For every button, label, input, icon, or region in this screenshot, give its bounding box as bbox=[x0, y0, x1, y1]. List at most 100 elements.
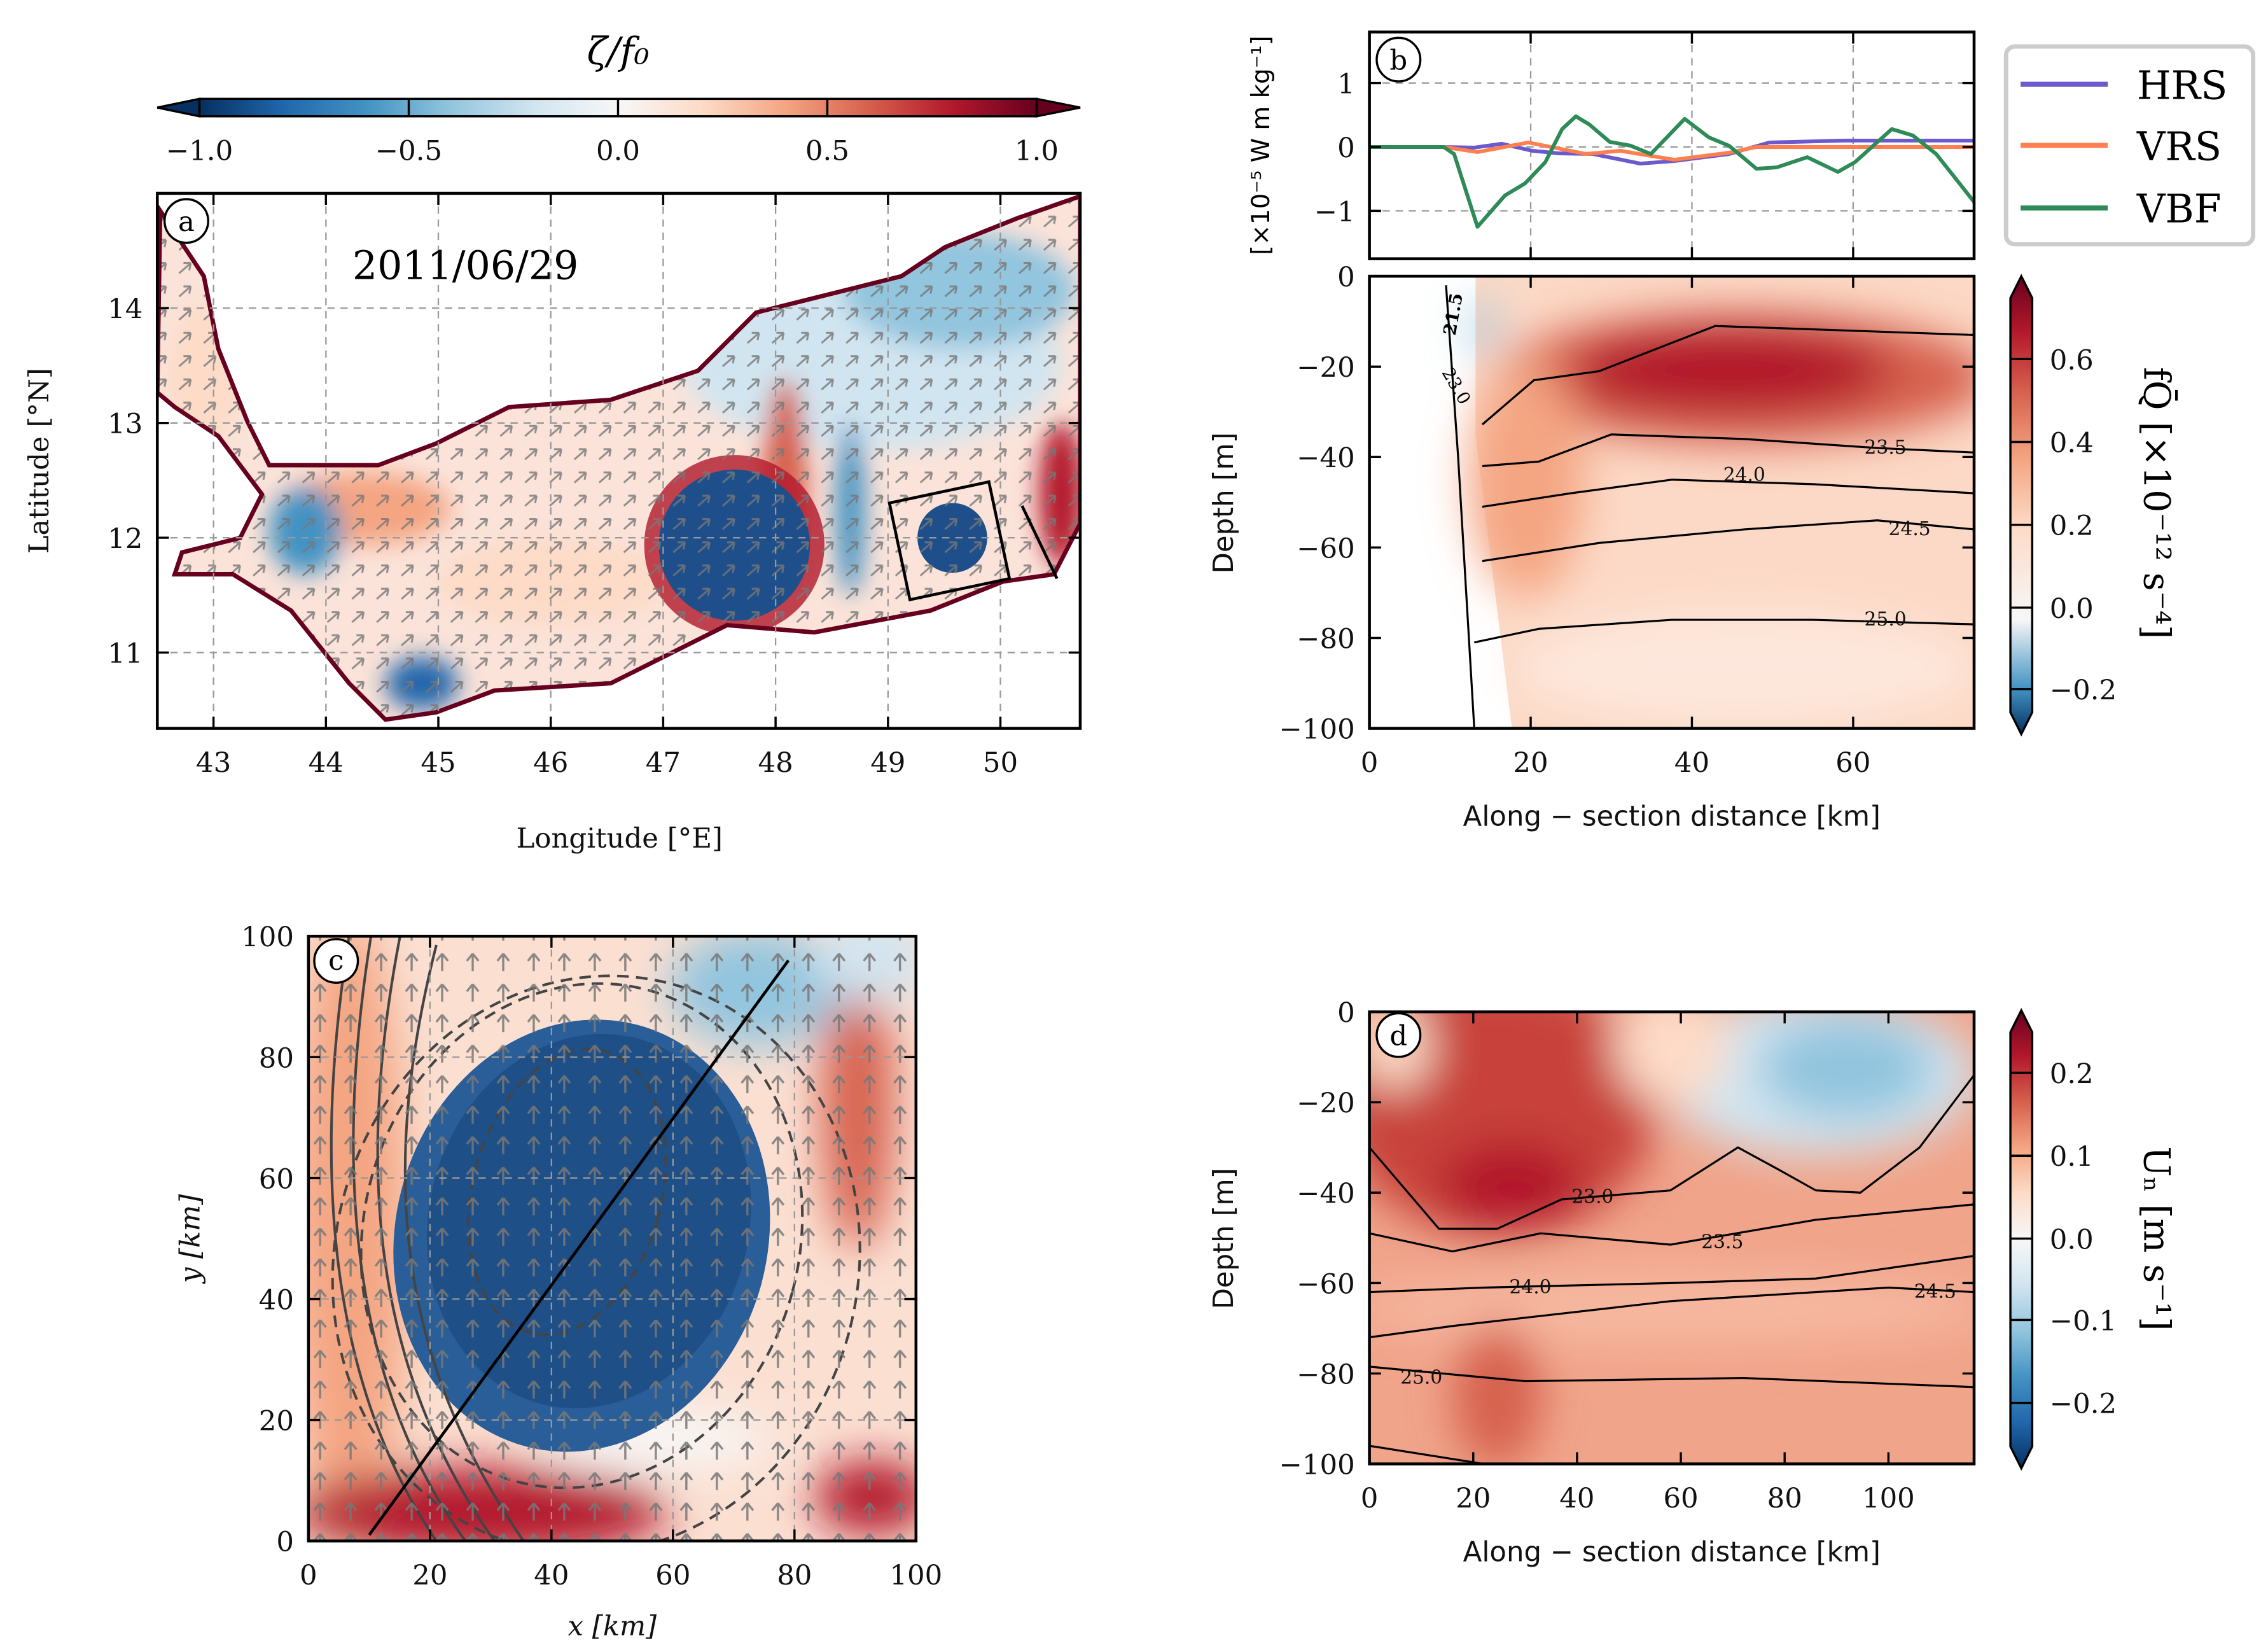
c-ytick-label: 0 bbox=[276, 1527, 294, 1558]
ylabel-a: Latitude [°N] bbox=[24, 368, 55, 554]
colorbar-d-label: Uₙ [m s⁻¹] bbox=[2135, 1146, 2177, 1331]
ylabel-c: y [km] bbox=[175, 1194, 207, 1285]
panel-label-d: d bbox=[1375, 1012, 1422, 1058]
date-label: 2011/06/29 bbox=[352, 243, 578, 289]
colorbar-d-tick-label: 0.1 bbox=[2050, 1141, 2094, 1173]
axes-d-frame bbox=[1368, 1010, 1976, 1465]
c-ytick-label: 20 bbox=[259, 1406, 294, 1437]
c-xtick-label: 80 bbox=[777, 1560, 812, 1591]
d-contour-label: 23.5 bbox=[1701, 1231, 1743, 1254]
ylabel-b-top: [×10⁻⁵ W m kg⁻¹] bbox=[1247, 36, 1276, 255]
b-density-contour bbox=[1445, 285, 1475, 729]
d-xtick-label: 40 bbox=[1559, 1483, 1594, 1514]
b-ytick-label: −60 bbox=[1297, 533, 1355, 564]
d-ytick-label: −60 bbox=[1297, 1268, 1355, 1300]
d-xtick-label: 100 bbox=[1862, 1483, 1915, 1514]
colorbar-b-tick-label: −0.2 bbox=[2050, 675, 2117, 706]
c-ytick-label: 60 bbox=[259, 1163, 294, 1195]
colorbar-a-tick-label: 0.0 bbox=[596, 135, 640, 167]
b-density-contour bbox=[1482, 433, 1974, 468]
d-contour-label: 25.0 bbox=[1400, 1367, 1442, 1389]
d-ytick-label: −80 bbox=[1297, 1359, 1355, 1390]
axes-c-frame bbox=[307, 934, 918, 1542]
a-xtick-label: 47 bbox=[646, 747, 681, 779]
b-contour-label: 25.0 bbox=[1865, 608, 1907, 631]
b-ytick-label: 0 bbox=[1337, 262, 1355, 293]
series-line-vrs bbox=[1369, 140, 1974, 162]
b-contour-label: 24.5 bbox=[1889, 518, 1931, 540]
panel-b-bottom: 23.524.024.525.0 21.5 23.0 0 20 40 600−20−4… bbox=[1208, 262, 2179, 833]
zoom-box bbox=[887, 480, 1012, 602]
colorbar-d-tick-label: −0.1 bbox=[2050, 1305, 2117, 1337]
panel-d: 23.0 23.5 24.0 24.5 25.0 0 20 40 60 80 100 0 −20 −40… bbox=[1208, 997, 2177, 1569]
panel-a: ζ/f₀ −1.0 −0.5 0.0 0.5 1.0 bbox=[24, 30, 1082, 855]
colorbar-b-tick-label: 0.4 bbox=[2050, 428, 2094, 459]
panel-b-top: 1 0 −1 b [×10⁻⁵ W m kg⁻¹] HRS VRS VBF bbox=[1247, 30, 2256, 260]
panel-label-a: a bbox=[163, 198, 209, 244]
fq-heatmap bbox=[1369, 276, 1974, 729]
c-xtick-label: 0 bbox=[300, 1560, 317, 1591]
d-ytick-label: −20 bbox=[1297, 1087, 1355, 1119]
d-density-contour bbox=[1369, 1074, 1974, 1230]
b-ytick-label: −100 bbox=[1279, 714, 1355, 746]
xlabel-c: x [km] bbox=[568, 1611, 657, 1642]
section-line-c bbox=[368, 959, 790, 1536]
colorbar-b-tick-label: 0.6 bbox=[2050, 344, 2094, 376]
ylabel-b: Depth [m] bbox=[1208, 432, 1240, 573]
colorbar-b-tick-label: 0.2 bbox=[2050, 510, 2094, 542]
panel-label-b: b bbox=[1375, 36, 1422, 83]
d-density-contour bbox=[1369, 1203, 1974, 1253]
b-contour-label: 23.5 bbox=[1865, 437, 1907, 459]
d-contour-label: 23.0 bbox=[1571, 1186, 1613, 1208]
d-xtick-label: 80 bbox=[1767, 1483, 1802, 1514]
c-ytick-label: 80 bbox=[259, 1042, 294, 1074]
c-xtick-label: 60 bbox=[655, 1560, 690, 1591]
b-density-contour bbox=[1474, 619, 1974, 644]
b-xtick-label: 40 bbox=[1674, 747, 1709, 779]
legend-label-vbf: VBF bbox=[2136, 186, 2222, 232]
b-top-ytick-label: 1 bbox=[1337, 69, 1355, 101]
b-xtick-label: 0 bbox=[1361, 747, 1379, 779]
vorticity-zoom-heatmap bbox=[308, 936, 916, 1541]
c-ytick-label: 40 bbox=[259, 1284, 294, 1316]
colorbar-b bbox=[2009, 274, 2034, 737]
legend-label-vrs: VRS bbox=[2136, 123, 2222, 169]
d-ytick-label: −40 bbox=[1297, 1178, 1355, 1210]
xlabel-a: Longitude [°E] bbox=[517, 823, 723, 855]
panel-letter-a: a bbox=[178, 206, 195, 238]
b-density-contour bbox=[1482, 479, 1974, 508]
axes-b-top-frame bbox=[1368, 30, 1976, 260]
colorbar-b-label: fQ̄ [×10⁻¹² s⁻⁴] bbox=[2135, 367, 2178, 640]
b-xtick-label: 60 bbox=[1835, 747, 1870, 779]
d-density-contour bbox=[1369, 1255, 1974, 1294]
a-ytick-label: 12 bbox=[108, 523, 143, 555]
section-line bbox=[1020, 505, 1059, 580]
d-ytick-label: −100 bbox=[1279, 1450, 1355, 1481]
d-xtick-label: 0 bbox=[1361, 1483, 1379, 1514]
a-xtick-label: 46 bbox=[533, 747, 568, 779]
c-xtick-label: 100 bbox=[889, 1560, 942, 1591]
panel-letter-b: b bbox=[1389, 45, 1407, 77]
colorbar-d-tick-label: −0.2 bbox=[2050, 1388, 2117, 1420]
ylabel-d: Depth [m] bbox=[1208, 1168, 1240, 1309]
axes-b-frame bbox=[1368, 274, 1976, 730]
panel-letter-c: c bbox=[328, 945, 344, 977]
series-line-vbf bbox=[1369, 114, 1974, 229]
axes-a-frame bbox=[155, 192, 1082, 730]
c-ytick-label: 100 bbox=[241, 921, 294, 953]
a-xtick-label: 43 bbox=[196, 747, 231, 779]
d-xtick-label: 20 bbox=[1456, 1483, 1491, 1514]
d-contour-label: 24.5 bbox=[1914, 1281, 1956, 1303]
d-density-contour bbox=[1369, 1366, 1974, 1388]
velocity-heatmap bbox=[1369, 1012, 1974, 1464]
b-ytick-label: −80 bbox=[1297, 623, 1355, 655]
b-top-ytick-label: 0 bbox=[1337, 132, 1355, 164]
b-density-contour bbox=[1481, 325, 1974, 426]
a-xtick-label: 49 bbox=[870, 747, 905, 779]
b-top-ytick-label: −1 bbox=[1314, 196, 1355, 228]
colorbar-a-tick-label: 1.0 bbox=[1015, 135, 1059, 167]
a-ytick-label: 14 bbox=[108, 293, 143, 325]
b-ytick-label: −40 bbox=[1297, 442, 1355, 474]
panel-letter-d: d bbox=[1389, 1021, 1407, 1052]
